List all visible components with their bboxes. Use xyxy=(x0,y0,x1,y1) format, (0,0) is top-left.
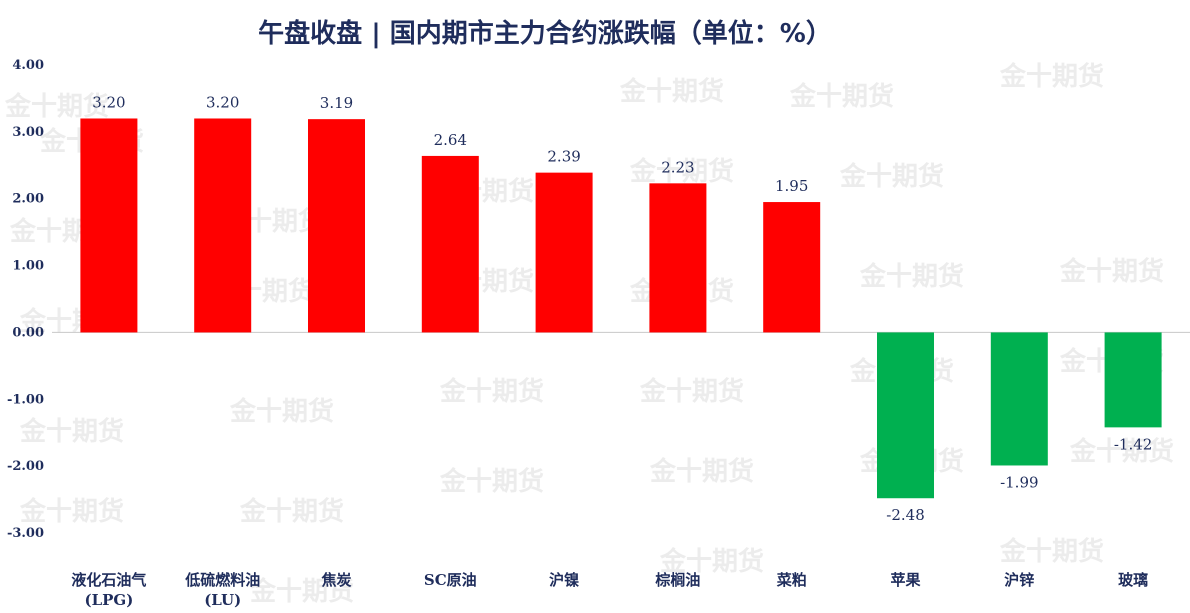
watermark-text: 金十期货 xyxy=(619,76,724,107)
x-axis: 液化石油气 (LPG) 低硫燃料油 (LU) 焦炭 SC原油 沪镍 棕榈油 菜粕 苹果 沪锌 玻璃 xyxy=(71,571,1148,609)
watermark-text: 金十期货 xyxy=(249,576,354,607)
y-tick-label: 2.00 xyxy=(12,192,44,207)
data-label: 3.19 xyxy=(320,94,353,112)
y-tick-label: 1.00 xyxy=(12,259,44,274)
watermark-text: 金十期货 xyxy=(639,376,744,407)
x-tick-label: 苹果 xyxy=(890,571,921,589)
data-label: -2.48 xyxy=(886,506,924,524)
x-tick-label: 菜粕 xyxy=(776,571,807,589)
watermark-text: 金十期货 xyxy=(1059,256,1164,287)
watermark-text: 金十期货 xyxy=(19,496,124,527)
x-tick-label: 焦炭 xyxy=(320,571,351,589)
watermark-text: 金十期货 xyxy=(4,91,109,122)
bar xyxy=(535,172,593,333)
x-tick-label: 玻璃 xyxy=(1118,571,1148,589)
x-tick-label: 低硫燃料油 xyxy=(184,571,260,589)
bar xyxy=(80,118,138,333)
watermark-text: 金十期货 xyxy=(789,81,894,112)
watermark-text: 金十期货 xyxy=(859,261,964,292)
bar xyxy=(1104,332,1162,428)
bar xyxy=(763,202,821,333)
data-label: 3.20 xyxy=(92,93,125,111)
watermark-text: 金十期货 xyxy=(839,161,944,192)
y-tick-label: 0.00 xyxy=(12,325,44,340)
x-tick-label: SC原油 xyxy=(424,571,477,589)
data-label: 3.20 xyxy=(206,93,239,111)
watermark-text: 金十期货 xyxy=(629,156,734,187)
x-tick-label: 棕榈油 xyxy=(655,571,700,589)
y-tick-label: -2.00 xyxy=(7,459,44,474)
data-label: 2.64 xyxy=(434,131,467,149)
bar xyxy=(990,332,1048,466)
bars-group xyxy=(80,118,1162,499)
watermark-text: 金十期货 xyxy=(999,536,1104,567)
bar xyxy=(194,118,252,333)
x-tick-label: 沪锌 xyxy=(1004,571,1034,589)
x-tick-label: (LPG) xyxy=(84,591,133,609)
watermark-text: 金十期货 xyxy=(229,396,334,427)
x-tick-label: 液化石油气 xyxy=(71,571,146,589)
data-labels-group: 3.20 3.20 3.19 2.64 2.39 2.23 1.95 -2.48 -1.99 -1… xyxy=(92,93,1152,524)
y-axis: 4.00 3.00 2.00 1.00 0.00 -1.00 -2.00 -3.00 xyxy=(7,58,44,541)
y-tick-label: -1.00 xyxy=(7,392,44,407)
data-label: 2.39 xyxy=(547,148,580,166)
watermark-text: 金十期货 xyxy=(439,466,544,497)
data-label: -1.99 xyxy=(1000,473,1038,491)
watermark-text: 金十期货 xyxy=(659,546,764,577)
y-tick-label: 4.00 xyxy=(12,58,44,73)
y-tick-label: 3.00 xyxy=(12,125,44,140)
watermark-text: 金十期货 xyxy=(649,456,754,487)
watermark-text: 金十期货 xyxy=(239,496,344,527)
watermark-text: 金十期货 xyxy=(1069,436,1174,467)
bar xyxy=(877,332,934,499)
data-label: -1.42 xyxy=(1114,435,1152,453)
data-label: 1.95 xyxy=(775,177,808,195)
data-label: 2.23 xyxy=(661,158,694,176)
watermark-text: 金十期货 xyxy=(439,376,544,407)
y-tick-label: -3.00 xyxy=(7,526,44,541)
watermark-text: 金十期货 xyxy=(999,61,1104,92)
bar xyxy=(421,155,479,333)
x-tick-label: 沪镍 xyxy=(549,571,579,589)
watermark-text: 金十期货 xyxy=(19,416,124,447)
bar xyxy=(308,119,365,333)
bar xyxy=(649,183,707,333)
chart-title: 午盘收盘 | 国内期市主力合约涨跌幅（单位：%） xyxy=(258,18,832,49)
x-tick-label: (LU) xyxy=(204,591,241,609)
